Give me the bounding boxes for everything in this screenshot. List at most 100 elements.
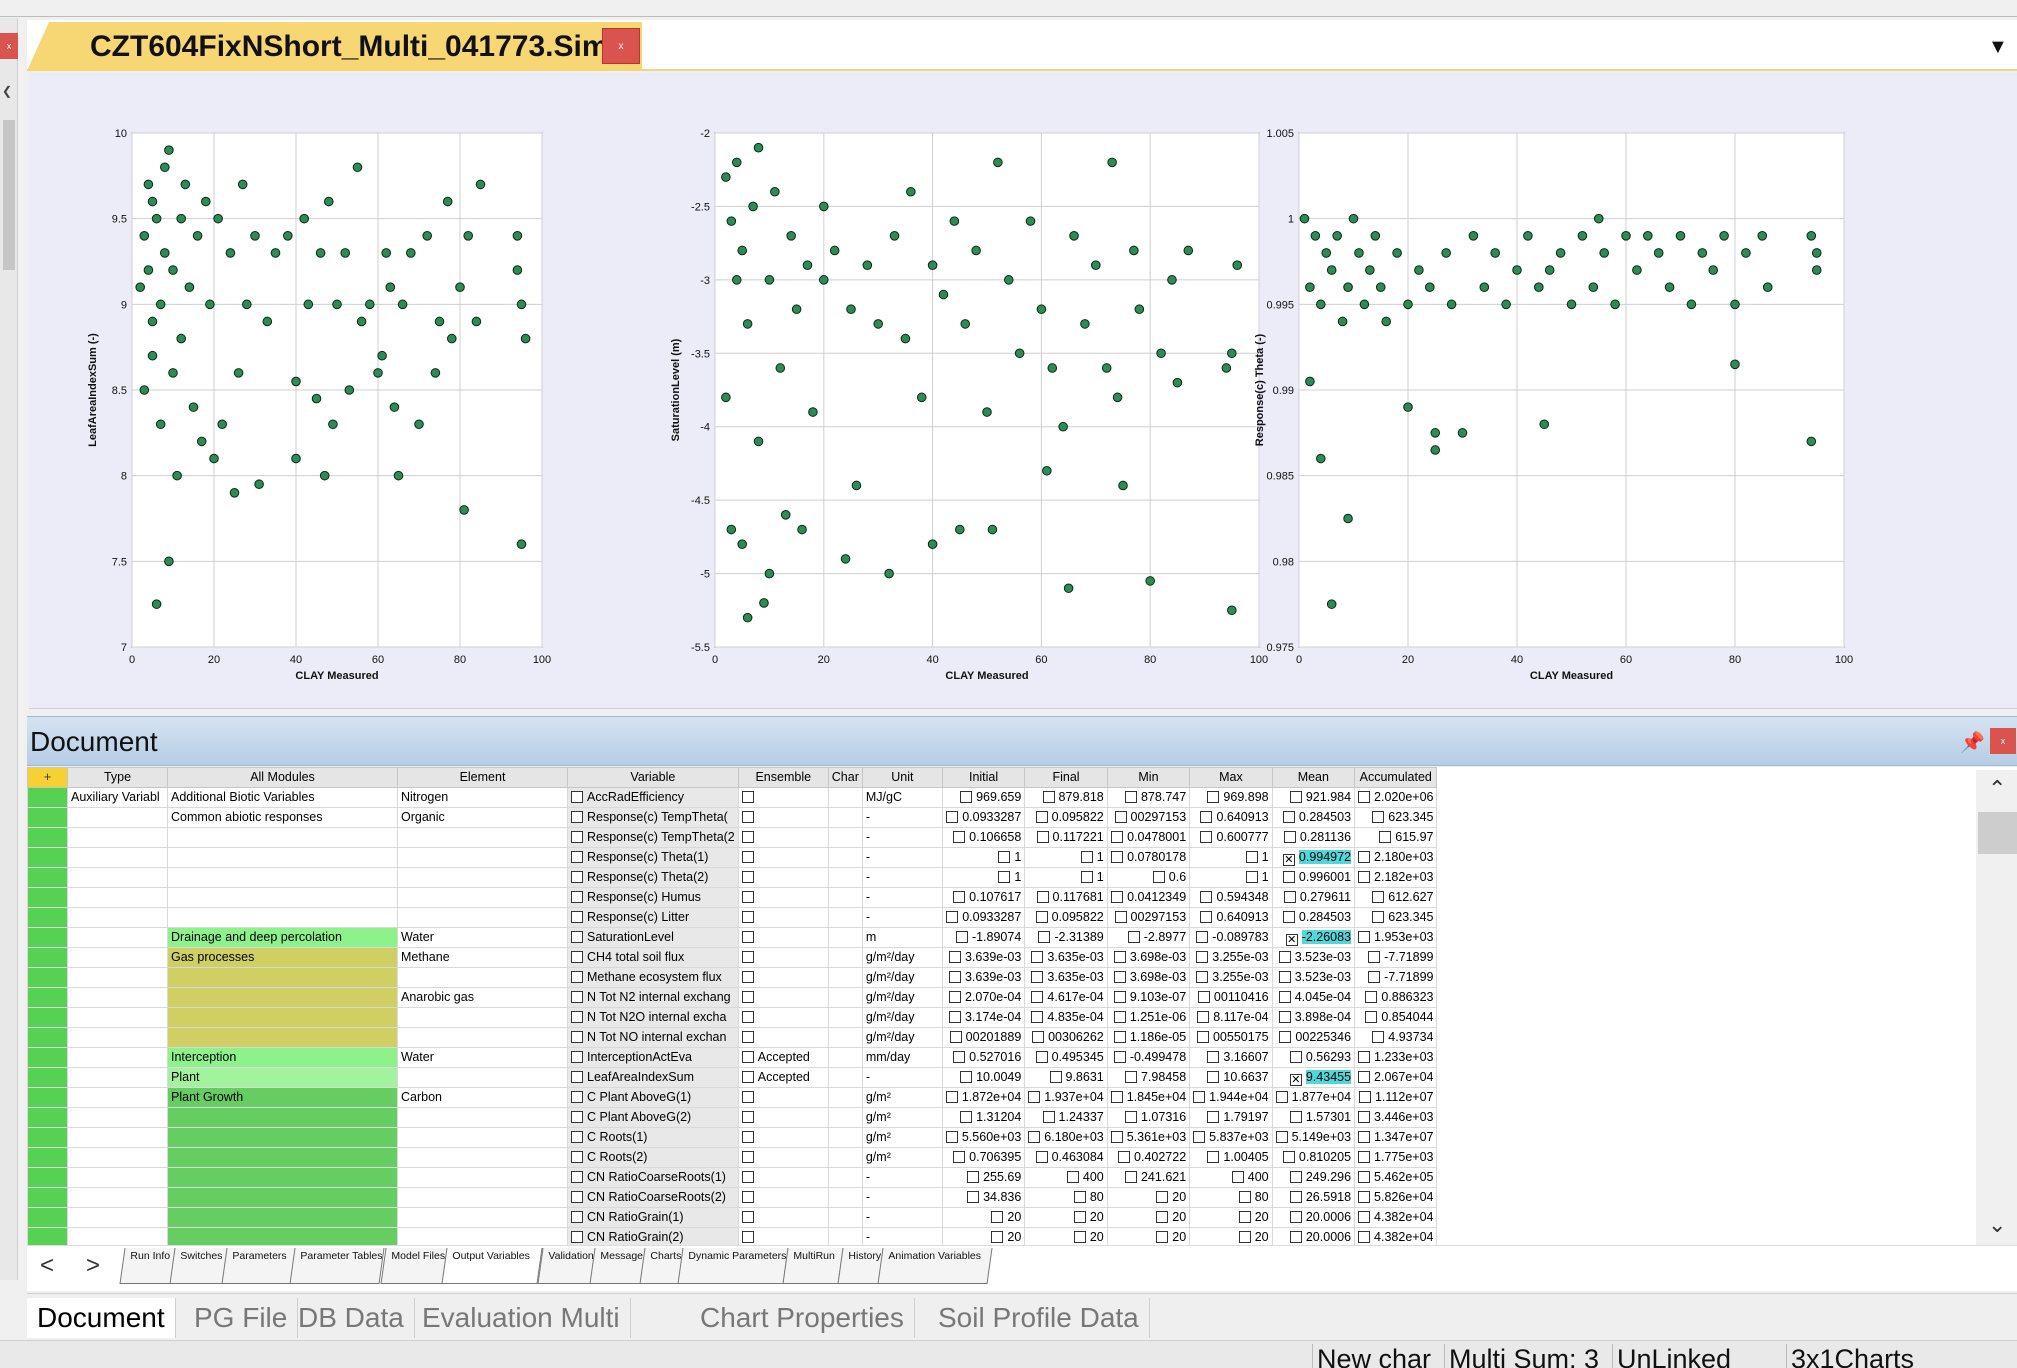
cell-min[interactable]: 1.845e+04 xyxy=(1106,1087,1191,1108)
cell-acc[interactable]: 1.953e+03 xyxy=(1354,927,1438,948)
cell-final[interactable]: 0.117681 xyxy=(1024,887,1108,908)
cell-final[interactable]: 0.495345 xyxy=(1024,1047,1108,1068)
cell-variable[interactable]: C Plant AboveG(1) xyxy=(567,1087,739,1108)
checkbox[interactable] xyxy=(1197,991,1210,1003)
checkbox[interactable] xyxy=(741,971,754,983)
table-row[interactable]: N Tot N2O internal excha g/m²/day 3.174e-0… xyxy=(27,1007,1438,1028)
cell-variable[interactable]: Response(c) Litter xyxy=(567,907,739,928)
left-expand-icon[interactable]: ❮ xyxy=(2,84,13,98)
checkbox[interactable] xyxy=(1073,1231,1086,1243)
cell-acc[interactable]: 0.854044 xyxy=(1354,1007,1438,1028)
cell-mean[interactable]: 3.523e-03 xyxy=(1271,967,1356,988)
cell-final[interactable]: 1.937e+04 xyxy=(1024,1087,1108,1108)
col-header-unit[interactable]: Unit xyxy=(861,767,943,788)
cell-min[interactable]: 1.07316 xyxy=(1106,1107,1191,1128)
checkbox[interactable] xyxy=(1289,1111,1302,1123)
cell-max[interactable]: 0.594348 xyxy=(1189,887,1273,908)
checkbox[interactable] xyxy=(571,871,583,883)
cell-type[interactable] xyxy=(67,867,168,888)
cell-type[interactable] xyxy=(67,1047,168,1068)
cell-max[interactable]: 1.00405 xyxy=(1189,1147,1273,1168)
cell-mean[interactable]: 3.898e-04 xyxy=(1271,1007,1356,1028)
checkbox[interactable] xyxy=(741,871,754,883)
checkbox[interactable] xyxy=(1038,931,1051,943)
table-row[interactable]: Response(c) Humus - 0.107617 0.117681 0.0412… xyxy=(27,887,1438,908)
cell-char[interactable] xyxy=(827,867,863,888)
checkbox[interactable] xyxy=(741,1011,754,1023)
checkbox[interactable] xyxy=(1289,791,1302,803)
cell-ensemble[interactable] xyxy=(737,807,829,828)
cell-max[interactable]: 3.255e-03 xyxy=(1189,947,1273,968)
cell-char[interactable] xyxy=(827,927,863,948)
cell-module[interactable] xyxy=(167,907,398,928)
cell-unit[interactable]: - xyxy=(861,827,943,848)
checkbox[interactable] xyxy=(741,1031,754,1043)
checkbox[interactable] xyxy=(1110,1131,1123,1143)
cell-type[interactable] xyxy=(67,1187,168,1208)
cell-acc[interactable]: 2.067e+04 xyxy=(1354,1067,1438,1088)
table-row[interactable]: C Roots(2) g/m² 0.706395 0.463084 0.402722 1.… xyxy=(27,1147,1438,1168)
checkbox[interactable] xyxy=(1124,1171,1137,1183)
table-row[interactable]: Interception Water InterceptionActEva Accep… xyxy=(27,1047,1438,1068)
cell-mean[interactable]: ✕ 9.43455 xyxy=(1271,1067,1356,1088)
checkbox[interactable] xyxy=(1358,791,1371,803)
col-header-min[interactable]: Min xyxy=(1106,767,1191,788)
cell-element[interactable] xyxy=(397,1147,568,1168)
cell-element[interactable] xyxy=(397,1207,568,1228)
cell-unit[interactable]: g/m² xyxy=(861,1147,943,1168)
checkbox[interactable] xyxy=(1036,831,1049,843)
cell-variable[interactable]: InterceptionActEva xyxy=(567,1047,739,1068)
cell-element[interactable] xyxy=(397,1127,568,1148)
checkbox[interactable] xyxy=(1156,1191,1169,1203)
checkbox[interactable] xyxy=(741,1211,754,1223)
checkbox[interactable] xyxy=(1066,1171,1079,1183)
checkbox[interactable] xyxy=(1238,1231,1251,1243)
cell-initial[interactable]: 20 xyxy=(941,1207,1026,1228)
sheet-tab-messages[interactable]: Messages xyxy=(589,1248,648,1284)
checkbox[interactable] xyxy=(1124,1111,1137,1123)
cell-module[interactable] xyxy=(167,1027,398,1048)
checkbox[interactable] xyxy=(571,991,583,1003)
cell-char[interactable] xyxy=(827,987,863,1008)
checkbox[interactable] xyxy=(1358,931,1371,943)
col-header-final[interactable]: Final xyxy=(1024,767,1108,788)
checkbox[interactable] xyxy=(1193,1091,1206,1103)
cell-element[interactable] xyxy=(397,967,568,988)
checkbox[interactable] xyxy=(991,1211,1004,1223)
cell-unit[interactable]: - xyxy=(861,1187,943,1208)
cell-module[interactable]: Interception xyxy=(167,1047,398,1068)
cell-acc[interactable]: 1.112e+07 xyxy=(1354,1087,1438,1108)
cell-mean[interactable]: ✕ -2.26083 xyxy=(1271,927,1356,948)
checkbox[interactable] xyxy=(1275,1131,1288,1143)
checkbox[interactable] xyxy=(1111,831,1124,843)
cell-max[interactable]: 00110416 xyxy=(1189,987,1273,1008)
cell-char[interactable] xyxy=(827,1127,863,1148)
checkbox[interactable] xyxy=(1245,871,1258,883)
cell-type[interactable] xyxy=(67,1087,168,1108)
checkbox[interactable] xyxy=(1282,871,1295,883)
bottom-tab-pg-file[interactable]: PG File xyxy=(184,1298,299,1338)
checkbox[interactable] xyxy=(967,1171,980,1183)
cell-final[interactable]: 879.818 xyxy=(1024,787,1108,808)
cell-mean[interactable]: 0.281136 xyxy=(1271,827,1356,848)
row-indicator[interactable] xyxy=(27,1127,68,1148)
cell-ensemble[interactable] xyxy=(737,1027,829,1048)
checkbox[interactable] xyxy=(1275,1091,1288,1103)
cell-module[interactable] xyxy=(167,1207,398,1228)
checkbox[interactable] xyxy=(1152,871,1165,883)
checkbox[interactable] xyxy=(946,911,959,923)
cell-element[interactable] xyxy=(397,827,568,848)
cell-final[interactable]: 4.835e-04 xyxy=(1024,1007,1108,1028)
row-indicator[interactable] xyxy=(27,1007,68,1028)
cell-unit[interactable]: g/m² xyxy=(861,1127,943,1148)
checkbox[interactable] xyxy=(1111,891,1124,903)
checkbox[interactable] xyxy=(741,831,754,843)
cell-acc[interactable]: 1.347e+07 xyxy=(1354,1127,1438,1148)
cell-initial[interactable]: 0.706395 xyxy=(941,1147,1026,1168)
cell-module[interactable]: Plant Growth xyxy=(167,1087,398,1108)
cell-final[interactable]: 400 xyxy=(1024,1167,1108,1188)
cell-final[interactable]: 80 xyxy=(1024,1187,1108,1208)
checkbox[interactable] xyxy=(571,1171,583,1183)
table-row[interactable]: Gas processes Methane CH4 total soil flux g… xyxy=(27,947,1438,968)
checkbox[interactable]: ✕ xyxy=(1282,854,1295,866)
